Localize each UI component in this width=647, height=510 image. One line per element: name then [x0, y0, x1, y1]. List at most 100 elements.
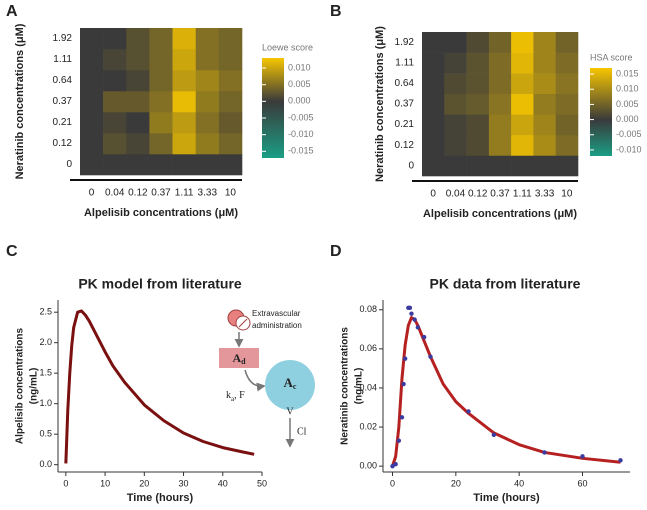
y-tick-label: 0.02 [359, 421, 377, 431]
heat-cell [195, 70, 220, 92]
data-point [396, 438, 402, 443]
heat-cell [488, 73, 512, 95]
heat-cell [80, 154, 104, 176]
y-axis-title: Neratinib concentrations (μM) [14, 23, 26, 179]
heat-cell [488, 134, 512, 156]
heat-cell [218, 28, 243, 50]
heat-cell [149, 28, 173, 50]
heat-cell [444, 114, 467, 136]
colorbar-tick-label: -0.010 [616, 144, 642, 154]
heat-cell [218, 91, 243, 113]
data-point [618, 458, 623, 463]
heat-cell [533, 93, 557, 115]
panel-label: D [330, 243, 342, 260]
heat-cell [126, 133, 150, 155]
x-tick-label: 10 [561, 189, 573, 200]
heat-cell [466, 52, 490, 74]
data-point [390, 463, 395, 469]
legend-title: HSA score [590, 52, 633, 62]
x-tick-label: 0 [89, 188, 95, 199]
heat-cell [555, 134, 579, 156]
y-tick-label: 0.5 [39, 429, 52, 439]
heat-cell [195, 154, 220, 176]
heat-cell [126, 49, 150, 71]
heat-cell [149, 112, 173, 134]
y-tick-label: 1.0 [39, 398, 52, 408]
data-line [64, 309, 255, 464]
heat-cell [511, 93, 534, 115]
heat-cell [511, 32, 534, 53]
y-tick-label: 1.11 [395, 57, 414, 68]
heat-cell [218, 133, 243, 155]
colorbar-tick-label: 0.010 [288, 62, 311, 72]
x-tick-label: 50 [257, 478, 267, 488]
heat-cell [103, 70, 127, 92]
heat-cell [103, 112, 127, 134]
heat-cell [172, 112, 197, 134]
colorbar-tick-label: -0.005 [616, 129, 642, 139]
panel-label: C [6, 243, 18, 260]
y-tick-label: 0.0 [39, 459, 52, 469]
heat-cell [488, 52, 512, 74]
x-tick-label: 30 [179, 478, 189, 488]
heat-cell [422, 134, 445, 156]
colorbar-tick-label: 0.005 [288, 79, 311, 89]
heat-cell [80, 133, 104, 155]
y-tick-label: 0 [66, 159, 72, 170]
x-tick-label: 3.33 [535, 189, 555, 200]
heat-cell [444, 134, 467, 156]
x-tick-label: 0 [430, 189, 436, 200]
heat-cell [466, 114, 490, 136]
heat-cell [511, 114, 534, 136]
heat-cell [555, 93, 579, 115]
heat-cell [126, 70, 150, 92]
heat-cell [422, 52, 445, 74]
heat-cell [533, 52, 557, 74]
heat-cell [80, 28, 104, 50]
heat-cell [555, 32, 579, 53]
colorbar-tick-label: 0.000 [616, 114, 639, 124]
x-tick-label: 0.04 [105, 188, 125, 199]
y-tick-label: 1.11 [53, 54, 72, 65]
y-tick-label: 2.5 [39, 307, 52, 317]
heat-cell [103, 154, 127, 176]
heat-cell [466, 32, 490, 53]
chart-title: PK model from literature [78, 276, 242, 292]
data-point [412, 317, 417, 322]
heat-cell [195, 49, 220, 71]
data-point [399, 415, 405, 420]
heat-cell [422, 32, 445, 53]
colorbar-tick-label: -0.015 [288, 146, 314, 156]
heat-cell [555, 114, 579, 136]
y-tick-label: 1.92 [53, 33, 73, 44]
heat-cell [511, 73, 534, 95]
x-tick-label: 3.33 [198, 188, 218, 199]
arrow [244, 369, 266, 392]
x-axis-title: Alpelisib concentrations (μM) [84, 207, 238, 219]
x-tick-label: 20 [451, 478, 461, 488]
dose-icon [238, 318, 248, 328]
y-axis-title: Neratinib concentrations (μM) [374, 26, 386, 182]
dose-label: Extravascular [252, 309, 301, 318]
data-point [542, 450, 547, 455]
y-tick-label: 0.12 [395, 140, 415, 151]
heat-cell [533, 32, 557, 53]
data-point [407, 305, 413, 311]
heat-cell [172, 49, 197, 71]
heat-cell [172, 91, 197, 113]
heat-cell [422, 155, 445, 177]
heat-cell [195, 133, 220, 155]
x-tick-label: 0 [390, 478, 395, 488]
heat-cell [466, 155, 490, 177]
heat-cell [149, 70, 173, 92]
heat-cell [488, 93, 512, 115]
y-tick-label: 0.64 [53, 75, 73, 86]
heat-cell [444, 52, 467, 74]
heat-cell [555, 73, 579, 95]
x-tick-label: 0.37 [490, 189, 510, 200]
heat-cell [149, 154, 173, 176]
x-tick-label: 40 [514, 478, 524, 488]
colorbar-tick-label: 0.000 [288, 96, 311, 106]
heat-cell [149, 91, 173, 113]
